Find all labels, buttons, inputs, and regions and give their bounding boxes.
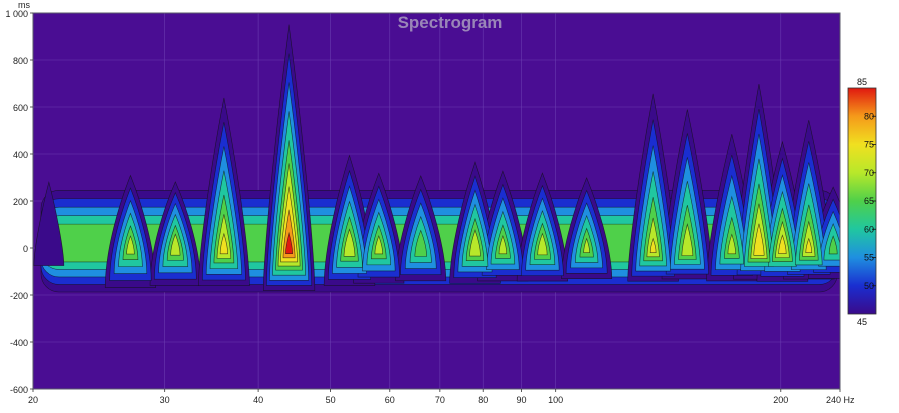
spectral-peak [126, 235, 135, 255]
x-tick-label: 40 [253, 395, 263, 405]
x-tick-label: 80 [478, 395, 488, 405]
y-tick-label: -400 [10, 338, 28, 348]
spectral-peak [537, 232, 548, 256]
spectral-peak [374, 235, 383, 255]
colorbar-label: 50 [864, 281, 874, 291]
x-tick-label: 70 [435, 395, 445, 405]
spectral-peak [170, 233, 181, 256]
spectral-peak [727, 233, 736, 255]
spectral-peak [646, 217, 660, 258]
x-tick-label: 30 [160, 395, 170, 405]
spectral-peak [583, 237, 590, 253]
colorbar-gradient [847, 87, 877, 315]
y-tick-label: 400 [13, 150, 28, 160]
spectral-peak [469, 229, 481, 257]
y-tick-label: -600 [10, 385, 28, 395]
colorbar-label: 65 [864, 196, 874, 206]
x-tick-label: 100 [548, 395, 563, 405]
colorbar-label: 80 [864, 111, 874, 121]
y-axis: 1 000 800 600 400 200 0 -200 -400 -600 [5, 9, 33, 395]
heatmap-layer [33, 24, 840, 293]
colorbar-label: 75 [864, 140, 874, 150]
x-tick-label: 20 [28, 395, 38, 405]
spectral-peak [33, 181, 65, 266]
spectral-peak [753, 223, 765, 256]
spectral-peak [805, 237, 813, 253]
x-tick-label: 240 Hz [826, 395, 855, 405]
y-tick-label: -200 [10, 291, 28, 301]
y-tick-label: 0 [23, 244, 28, 254]
spectral-peak [828, 235, 838, 255]
x-axis: 20 30 40 50 60 70 80 90 100 200 240 Hz [28, 389, 855, 405]
spectral-peak [498, 235, 508, 255]
x-tick-label: 90 [516, 395, 526, 405]
y-tick-label: 800 [13, 56, 28, 66]
colorbar-label: 70 [864, 168, 874, 178]
colorbar-label: 45 [857, 317, 867, 327]
chart-title: Spectrogram [398, 13, 503, 32]
spectral-peak [219, 232, 228, 255]
x-tick-label: 60 [385, 395, 395, 405]
y-tick-label: 600 [13, 103, 28, 113]
spectral-peak [681, 223, 694, 256]
y-tick-label: 200 [13, 197, 28, 207]
colorbar-label: 60 [864, 224, 874, 234]
x-tick-label: 200 [773, 395, 788, 405]
spectral-peak [414, 229, 427, 257]
y-tick-label: 1 000 [5, 9, 28, 19]
x-tick-label: 50 [326, 395, 336, 405]
y-unit-label: ms [18, 0, 30, 10]
colorbar-label: 85 [857, 77, 867, 87]
spectral-peak [343, 228, 356, 257]
spectral-peak [778, 234, 787, 254]
spectral-peak [285, 231, 293, 255]
color-scale: 85 80 75 70 65 60 55 50 45 [847, 77, 877, 327]
colorbar-label: 55 [864, 253, 874, 263]
spectral-peak [649, 237, 657, 253]
